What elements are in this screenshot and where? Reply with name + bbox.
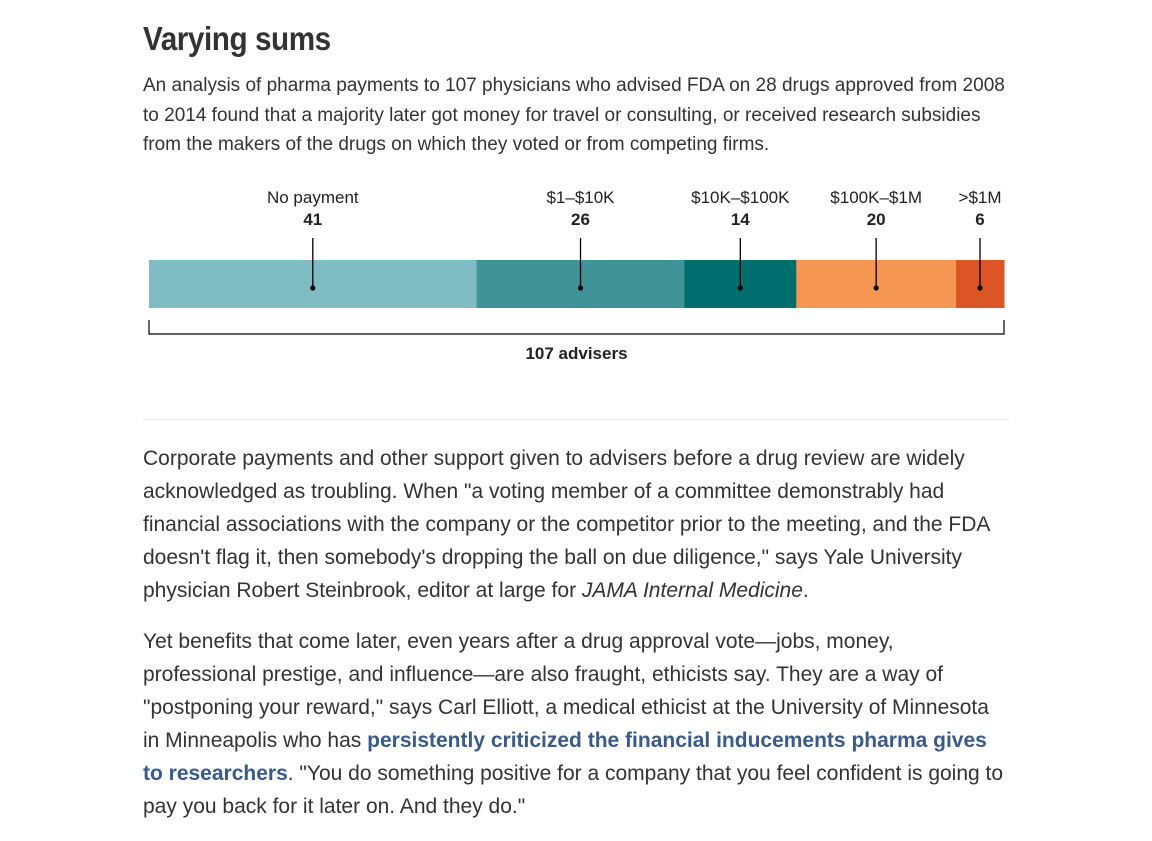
value-label: 26 <box>571 210 590 229</box>
callout-dot <box>737 285 743 291</box>
category-label: $10K–$100K <box>691 188 790 207</box>
stacked-bar-chart: No payment 41 $1–$10K 26 $10K–$100K 14 $100K–$… <box>148 188 1005 363</box>
paragraph-2-text-b: . "You do something positive for a compa… <box>143 762 1004 818</box>
chart-title: Varying sums <box>143 20 331 57</box>
criticized-inducements-link[interactable]: persistently criticized the financial in… <box>143 729 987 785</box>
publication-name: JAMA Internal Medicine <box>581 579 803 602</box>
paragraph-2-text-a: Yet benefits that come later, even years… <box>143 630 989 752</box>
chart-subtitle: An analysis of pharma payments to 107 ph… <box>143 75 1005 155</box>
category-label: No payment <box>267 188 359 207</box>
category-label: $100K–$1M <box>830 188 922 207</box>
value-label: 41 <box>303 210 322 229</box>
value-label: 14 <box>731 210 750 229</box>
article-paragraph-1: Corporate payments and other support giv… <box>143 442 1009 607</box>
section-divider <box>143 419 1009 420</box>
paragraph-1-text-b: . <box>802 579 809 602</box>
callout-dot <box>577 285 584 291</box>
total-label: 107 advisers <box>525 344 627 363</box>
category-label: $1–$10K <box>546 188 615 207</box>
total-bracket <box>148 320 1005 335</box>
value-label: 6 <box>975 210 984 229</box>
callout-dot <box>977 285 983 291</box>
callout-dot <box>310 285 316 291</box>
value-label: 20 <box>867 210 886 229</box>
callout-dot <box>873 285 879 291</box>
article-paragraph-2: Yet benefits that come later, even years… <box>143 625 1009 823</box>
category-label: >$1M <box>959 188 1002 207</box>
paragraph-1-text-a: Corporate payments and other support giv… <box>143 447 990 602</box>
